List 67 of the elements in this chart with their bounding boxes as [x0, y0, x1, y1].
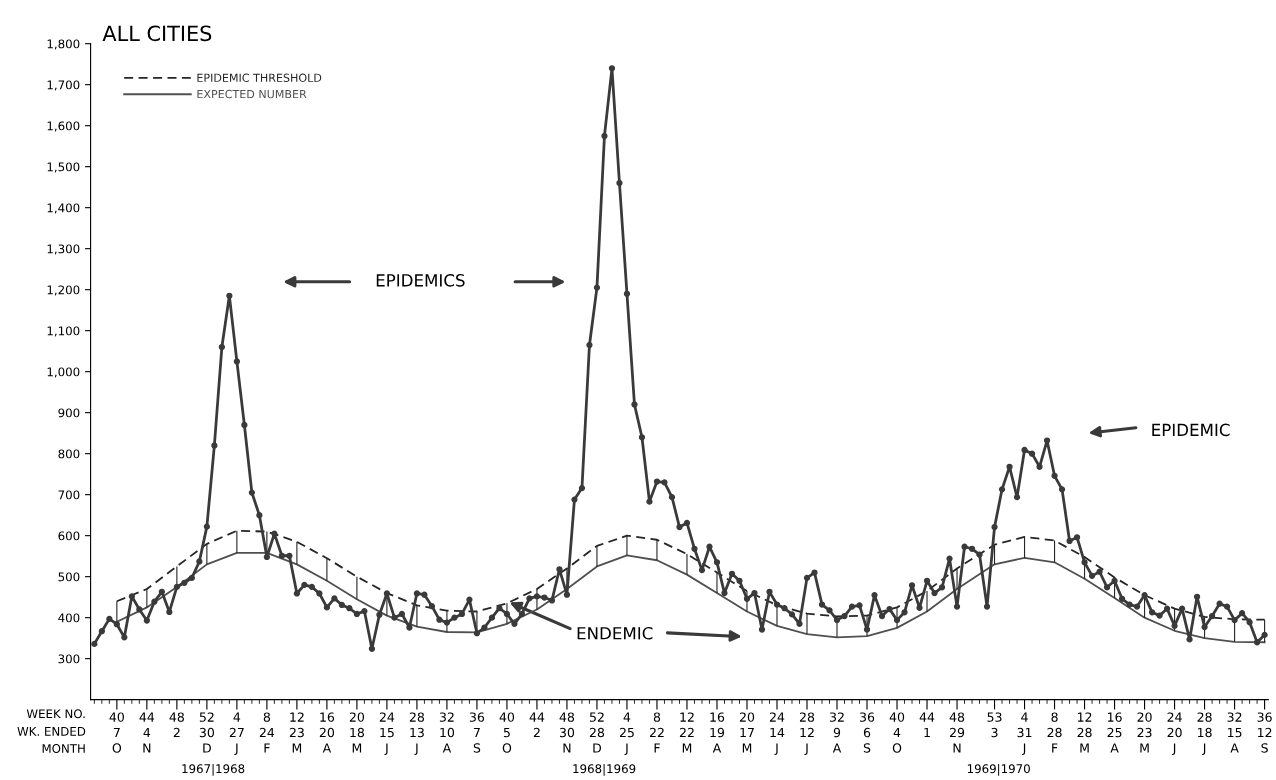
x-tick-label: 36 7 S	[469, 712, 485, 753]
x-tick-label: 48 2	[169, 712, 184, 738]
y-tick-label: 1,800	[47, 39, 80, 50]
x-tick-label: 40 5 O	[499, 712, 515, 753]
x-tick-label: 32 9 A	[830, 712, 844, 753]
y-tick-label: 1,500	[47, 162, 80, 173]
text: WEEK NO.	[26, 709, 85, 719]
x-tick-label: 40 7 O	[109, 712, 124, 753]
y-tick-label: 1,700	[47, 80, 80, 91]
x-tick-label: 4 31 J	[1017, 712, 1032, 755]
y-tick-label: 300	[58, 654, 80, 664]
x-tick-label: 36 6 S	[860, 712, 875, 753]
y-tick-label: 1,100	[47, 326, 80, 337]
x-tick-label: 28 12 J	[799, 712, 815, 755]
x-tick-label: 28 13 J	[409, 712, 425, 755]
x-tick-label: 4 25 J	[619, 712, 634, 755]
y-tick-label: 1,200	[47, 285, 80, 296]
x-tick-label: 48 29 N	[949, 712, 965, 753]
x-tick-label: 52 28 D	[589, 712, 605, 753]
y-tick-label: 1,600	[47, 121, 80, 132]
x-tick-label: 12 22 M	[679, 712, 694, 753]
x-tick-label: 53 3	[987, 712, 1002, 738]
x-tick-label: 40 4 O	[889, 712, 905, 753]
x-tick-label: 4 27 J	[229, 712, 244, 755]
x-tick-label: 44 1	[919, 712, 935, 738]
y-tick-label: 1,300	[47, 244, 80, 255]
text: EPIDEMIC THRESHOLD	[197, 73, 322, 82]
x-tick-label: 20 23 M	[1137, 712, 1152, 753]
text: MONTH	[42, 744, 85, 753]
x-tick-label: 44 2	[529, 712, 545, 738]
x-tick-label: 28 18 J	[1197, 712, 1212, 755]
text: 1969|1970	[967, 763, 1030, 776]
x-tick-label: 8 24 F	[259, 712, 275, 753]
x-tick-label: 20 17 M	[739, 712, 755, 753]
y-tick-label: 1,400	[47, 203, 80, 214]
y-tick-label: 600	[58, 531, 80, 541]
x-tick-label: 36 12 S	[1257, 712, 1272, 753]
x-tick-label: 12 28 M	[1077, 712, 1092, 753]
text: WK. ENDED	[17, 727, 86, 736]
text: 1967|1968	[182, 763, 245, 776]
chart-title: ALL CITIES	[102, 25, 212, 42]
text: EXPECTED NUMBER	[197, 89, 307, 99]
x-tick-label: 24 15 J	[379, 712, 395, 755]
x-tick-label: 52 30 D	[199, 712, 214, 753]
x-tick-label: 8 28 F	[1047, 712, 1062, 753]
x-tick-label: 16 20 A	[319, 712, 335, 753]
annotation: EPIDEMIC	[1152, 423, 1230, 437]
x-tick-label: 44 4 N	[139, 712, 155, 753]
x-tick-label: 20 18 M	[349, 712, 365, 753]
y-tick-label: 900	[58, 408, 80, 418]
x-tick-label: 16 25 A	[1107, 712, 1122, 753]
y-tick-label: 500	[58, 572, 80, 582]
x-tick-label: 8 22 F	[649, 712, 664, 753]
x-tick-label: 32 10 A	[439, 712, 455, 753]
y-tick-label: 1,000	[47, 367, 80, 378]
annotation: EPIDEMICS	[376, 274, 465, 287]
y-tick-label: 400	[58, 613, 80, 623]
annotation: ENDEMIC	[577, 626, 653, 640]
x-tick-label: 24 20 J	[1167, 712, 1182, 755]
x-tick-label: 24 14 J	[769, 712, 785, 755]
text: 1968|1969	[573, 763, 636, 776]
y-tick-label: 700	[58, 490, 80, 500]
x-tick-label: 12 23 M	[289, 712, 304, 753]
y-tick-label: 800	[58, 449, 80, 459]
x-tick-label: 48 30 N	[559, 712, 575, 753]
x-tick-label: 16 19 A	[710, 712, 725, 753]
x-tick-label: 32 15 A	[1227, 712, 1242, 753]
